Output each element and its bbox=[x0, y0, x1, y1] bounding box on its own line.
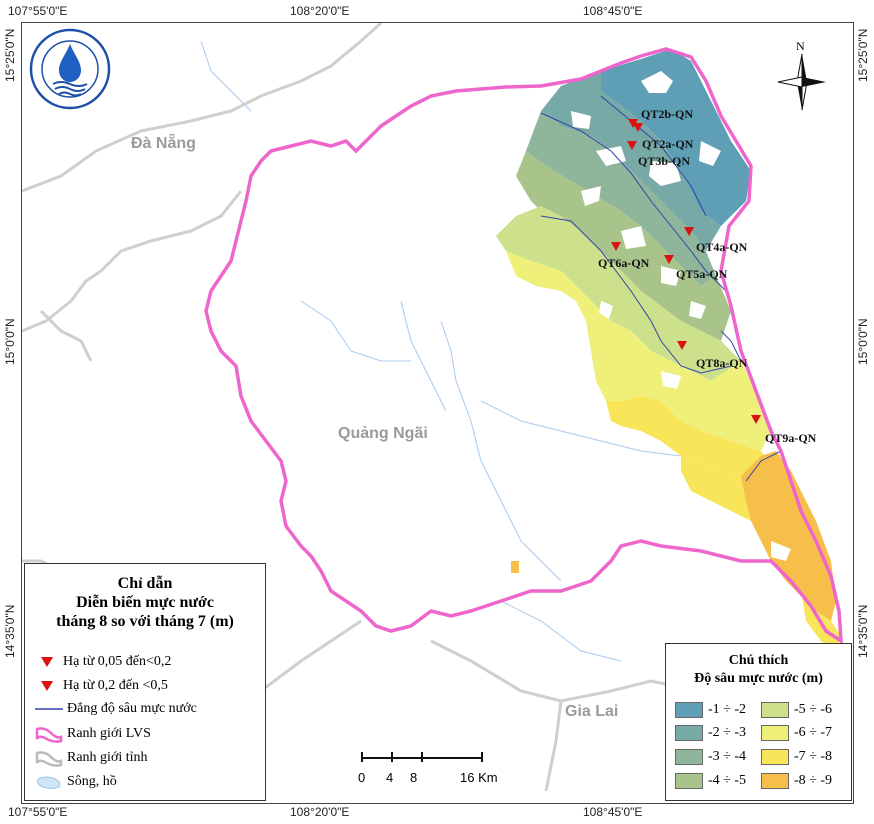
legend-depth-label: -2 ÷ -3 bbox=[708, 725, 747, 740]
station-markers bbox=[611, 119, 761, 424]
station-label-qt2b: QT2b-QN bbox=[641, 107, 694, 121]
station-label-qt4a: QT4a-QN bbox=[696, 240, 748, 254]
legend-depth-item: -2 ÷ -3 bbox=[675, 725, 746, 741]
coord-bottom-3: 108°45'0"E bbox=[583, 805, 643, 819]
legend-item-label: Sông, hồ bbox=[67, 774, 117, 789]
coord-bottom-2: 108°20'0"E bbox=[290, 805, 350, 819]
legend-swatch bbox=[675, 702, 703, 718]
legend-swatch bbox=[761, 773, 789, 789]
province-boundary-icon bbox=[35, 751, 63, 767]
legend-depth-label: -8 ÷ -9 bbox=[794, 773, 833, 788]
coord-right-2: 15°0'0"N bbox=[856, 318, 870, 365]
legend-item-decline-large: Hạ từ 0,2 đến <0,5 bbox=[35, 678, 168, 694]
legend-item-isoline: Đẳng độ sâu mực nước bbox=[35, 701, 197, 717]
legend-depth: Chú thích Độ sâu mực nước (m) -1 ÷ -2 -2… bbox=[665, 643, 852, 801]
legend-item-label: Ranh giới LVS bbox=[67, 726, 151, 741]
legend-swatch bbox=[675, 773, 703, 789]
legend-guide-title-3: tháng 8 so với tháng 7 (m) bbox=[56, 613, 234, 630]
legend-depth-label: -1 ÷ -2 bbox=[708, 702, 747, 717]
station-label-qt9a: QT9a-QN bbox=[765, 431, 817, 445]
scale-tick-4: 4 bbox=[386, 770, 394, 785]
legend-item-lvs-boundary: Ranh giới LVS bbox=[35, 725, 151, 743]
station-label-qt6a: QT6a-QN bbox=[598, 256, 650, 270]
legend-item-label: Đẳng độ sâu mực nước bbox=[67, 701, 197, 716]
rivers bbox=[200, 40, 682, 662]
legend-item-decline-small: Hạ từ 0,05 đến<0,2 bbox=[35, 654, 171, 670]
compass-icon: N bbox=[777, 39, 826, 111]
north-arrow: N bbox=[774, 38, 830, 118]
lvs-boundary bbox=[204, 47, 843, 645]
legend-depth-item: -3 ÷ -4 bbox=[675, 749, 746, 765]
legend-depth-item: -5 ÷ -6 bbox=[761, 702, 832, 718]
lvs-boundary-icon bbox=[35, 727, 63, 743]
legend-depth-label: -6 ÷ -7 bbox=[794, 725, 833, 740]
legend-swatch bbox=[761, 725, 789, 741]
coord-left-2: 15°0'0"N bbox=[3, 318, 17, 365]
red-triangle-icon bbox=[41, 657, 53, 667]
legend-depth-item: -8 ÷ -9 bbox=[761, 773, 832, 789]
station-label-qt5a: QT5a-QN bbox=[676, 267, 728, 281]
scale-tick-8: 8 bbox=[410, 770, 418, 785]
station-label-qt8a: QT8a-QN bbox=[696, 356, 748, 370]
legend-item-rivers: Sông, hồ bbox=[35, 773, 117, 791]
isolines bbox=[540, 95, 782, 482]
legend-swatch bbox=[761, 702, 789, 718]
legend-guide-title-2: Diễn biến mực nước bbox=[76, 594, 214, 611]
legend-depth-title-1: Chú thích bbox=[728, 653, 789, 668]
legend-depth-label: -5 ÷ -6 bbox=[794, 702, 833, 717]
coord-top-2: 108°20'0"E bbox=[290, 4, 350, 18]
region-label-quang-ngai: Quảng Ngãi bbox=[338, 425, 428, 442]
coord-left-1: 15°25'0"N bbox=[3, 28, 17, 82]
legend-depth-title-2: Độ sâu mực nước (m) bbox=[694, 671, 823, 686]
legend-item-province-boundary: Ranh giới tỉnh bbox=[35, 749, 148, 767]
isoline-icon bbox=[35, 708, 63, 710]
legend-swatch bbox=[675, 725, 703, 741]
coord-left-3: 14°35'0"N bbox=[3, 604, 17, 658]
coord-bottom-1: 107°55'0"E bbox=[8, 805, 68, 819]
legend-depth-item: -4 ÷ -5 bbox=[675, 773, 746, 789]
scale-tick-0: 0 bbox=[358, 770, 366, 785]
legend-guide-title-1: Chỉ dẫn bbox=[117, 575, 173, 592]
legend-item-label: Hạ từ 0,2 đến <0,5 bbox=[63, 678, 168, 693]
legend-depth-label: -4 ÷ -5 bbox=[708, 773, 747, 788]
map-canvas[interactable] bbox=[22, 23, 853, 803]
agency-logo bbox=[29, 28, 111, 110]
north-label: N bbox=[796, 39, 805, 53]
region-label-da-nang: Đà Nẵng bbox=[131, 135, 196, 152]
legend-item-label: Ranh giới tỉnh bbox=[67, 750, 148, 765]
legend-depth-item: -7 ÷ -8 bbox=[761, 749, 832, 765]
station-label-qt2a: QT2a-QN bbox=[642, 137, 694, 151]
legend-depth-label: -7 ÷ -8 bbox=[794, 749, 833, 764]
coord-right-1: 15°25'0"N bbox=[856, 28, 870, 82]
legend-guide-title: Chỉ dẫn Diễn biến mực nước tháng 8 so vớ… bbox=[25, 574, 265, 631]
scale-bar bbox=[361, 752, 483, 762]
legend-depth-title: Chú thích Độ sâu mực nước (m) bbox=[666, 652, 851, 688]
coord-top-3: 108°45'0"E bbox=[583, 4, 643, 18]
region-label-gia-lai: Gia Lai bbox=[565, 703, 619, 720]
coord-top-1: 107°55'0"E bbox=[8, 4, 68, 18]
non-aquifer-patches bbox=[571, 71, 791, 561]
scale-tick-16: 16 Km bbox=[460, 770, 498, 785]
depth-zones bbox=[496, 49, 841, 651]
river-lake-icon bbox=[37, 776, 61, 789]
legend-swatch bbox=[761, 749, 789, 765]
legend-swatch bbox=[675, 749, 703, 765]
legend-depth-item: -1 ÷ -2 bbox=[675, 702, 746, 718]
legend-guide: Chỉ dẫn Diễn biến mực nước tháng 8 so vớ… bbox=[24, 563, 266, 801]
legend-depth-item: -6 ÷ -7 bbox=[761, 725, 832, 741]
station-label-qt3b: QT3b-QN bbox=[638, 154, 691, 168]
coord-right-3: 14°35'0"N bbox=[856, 604, 870, 658]
red-triangle-icon bbox=[41, 681, 53, 691]
legend-item-label: Hạ từ 0,05 đến<0,2 bbox=[63, 654, 172, 669]
legend-depth-label: -3 ÷ -4 bbox=[708, 749, 747, 764]
